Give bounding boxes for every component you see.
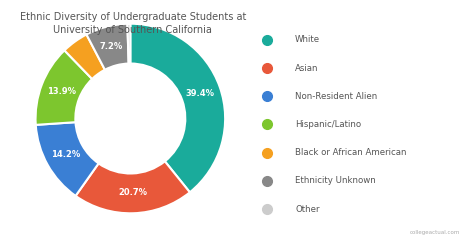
Wedge shape bbox=[36, 122, 99, 196]
Text: Ethnicity Unknown: Ethnicity Unknown bbox=[295, 176, 376, 185]
Text: Black or African American: Black or African American bbox=[295, 148, 407, 157]
Text: collegeactual.com: collegeactual.com bbox=[410, 230, 460, 235]
Wedge shape bbox=[75, 161, 190, 213]
Wedge shape bbox=[130, 24, 225, 192]
Text: Hispanic/Latino: Hispanic/Latino bbox=[295, 120, 361, 129]
Wedge shape bbox=[36, 50, 92, 125]
Text: 39.4%: 39.4% bbox=[186, 89, 215, 98]
Wedge shape bbox=[128, 24, 130, 64]
Text: 14.2%: 14.2% bbox=[51, 150, 81, 159]
Wedge shape bbox=[64, 34, 105, 79]
Text: Ethnic Diversity of Undergraduate Students at
University of Southern California: Ethnic Diversity of Undergraduate Studen… bbox=[19, 12, 246, 35]
Text: Non-Resident Alien: Non-Resident Alien bbox=[295, 92, 377, 101]
Text: 20.7%: 20.7% bbox=[118, 188, 147, 197]
Text: White: White bbox=[295, 35, 320, 44]
Text: Other: Other bbox=[295, 205, 319, 214]
Text: 7.2%: 7.2% bbox=[100, 42, 123, 51]
Text: 13.9%: 13.9% bbox=[47, 87, 76, 96]
Wedge shape bbox=[86, 24, 128, 70]
Text: Asian: Asian bbox=[295, 64, 319, 73]
